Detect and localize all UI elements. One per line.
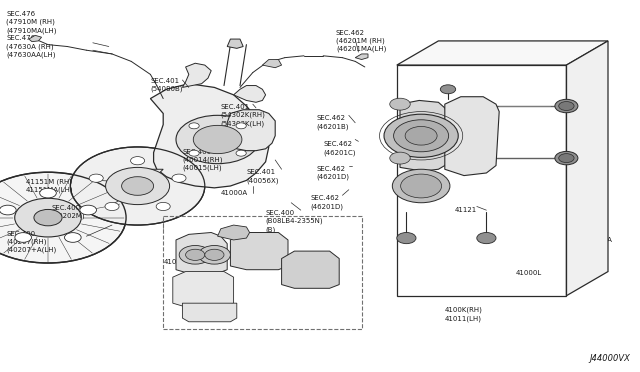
Circle shape	[205, 249, 224, 260]
Text: SEC.401
(40056X): SEC.401 (40056X)	[246, 169, 279, 183]
Circle shape	[105, 202, 119, 211]
Polygon shape	[227, 39, 243, 48]
Circle shape	[176, 115, 259, 164]
Polygon shape	[400, 100, 448, 171]
Circle shape	[179, 246, 211, 264]
Polygon shape	[230, 232, 288, 270]
Polygon shape	[282, 251, 339, 288]
Text: 41121: 41121	[454, 207, 477, 213]
Circle shape	[106, 167, 170, 205]
Text: SEC.462
(46201B): SEC.462 (46201B)	[317, 115, 349, 129]
Polygon shape	[182, 63, 211, 87]
Polygon shape	[173, 272, 234, 307]
Circle shape	[236, 123, 246, 129]
Circle shape	[394, 120, 449, 152]
Text: 41151M (RH)
41151MA(LH): 41151M (RH) 41151MA(LH)	[26, 179, 73, 193]
Circle shape	[65, 232, 81, 242]
Polygon shape	[112, 169, 163, 186]
Text: 41000L: 41000L	[515, 270, 541, 276]
Circle shape	[15, 232, 31, 242]
Text: 41129: 41129	[579, 166, 602, 172]
Circle shape	[15, 198, 81, 237]
Circle shape	[131, 157, 145, 165]
Circle shape	[401, 174, 442, 198]
Text: 41138H
41217+A: 41138H 41217+A	[579, 229, 612, 243]
Circle shape	[172, 174, 186, 182]
Text: 41080K: 41080K	[163, 259, 190, 264]
Circle shape	[390, 152, 410, 164]
Circle shape	[40, 188, 56, 198]
Circle shape	[80, 205, 97, 215]
Text: SEC.400
(40207(RH)
(40207+A(LH): SEC.400 (40207(RH) (40207+A(LH)	[6, 231, 57, 253]
Text: 4100K(RH)
41011(LH): 4100K(RH) 41011(LH)	[445, 307, 483, 322]
Circle shape	[193, 125, 242, 154]
Circle shape	[405, 126, 437, 145]
Circle shape	[70, 147, 205, 225]
Circle shape	[0, 172, 126, 263]
Text: SEC.462
(46201C): SEC.462 (46201C)	[323, 141, 356, 155]
Circle shape	[156, 202, 170, 211]
Text: 41000A: 41000A	[221, 190, 248, 196]
Text: 41138H: 41138H	[579, 57, 607, 62]
Text: SEC.462
(46201D): SEC.462 (46201D)	[310, 195, 344, 209]
Circle shape	[122, 177, 154, 195]
Circle shape	[477, 232, 496, 244]
Polygon shape	[445, 97, 499, 176]
Circle shape	[198, 246, 230, 264]
Polygon shape	[355, 54, 368, 60]
Polygon shape	[176, 232, 227, 273]
Polygon shape	[150, 84, 269, 188]
Polygon shape	[227, 110, 275, 151]
Circle shape	[0, 205, 16, 215]
Circle shape	[390, 98, 410, 110]
Circle shape	[34, 209, 62, 226]
Polygon shape	[29, 35, 42, 42]
Text: SEC.400
(40202M): SEC.400 (40202M)	[51, 205, 85, 219]
Text: J44000VX: J44000VX	[589, 354, 630, 363]
Text: SEC.400
(B08LB4-2355N)
(B): SEC.400 (B08LB4-2355N) (B)	[266, 210, 323, 232]
Circle shape	[555, 99, 578, 113]
Circle shape	[397, 232, 416, 244]
Text: SEC.401
(54302K(RH)
(54303K(LH): SEC.401 (54302K(RH) (54303K(LH)	[221, 104, 266, 126]
Circle shape	[189, 150, 199, 156]
Circle shape	[559, 102, 574, 110]
Text: 43000K: 43000K	[291, 268, 318, 274]
Polygon shape	[234, 86, 266, 102]
Circle shape	[89, 174, 103, 182]
Circle shape	[189, 123, 199, 129]
Text: SEC.400
(40014(RH)
(40015(LH): SEC.400 (40014(RH) (40015(LH)	[182, 149, 223, 171]
Text: SEC.401
(54080B): SEC.401 (54080B)	[150, 78, 183, 92]
Polygon shape	[262, 60, 282, 68]
Circle shape	[186, 249, 205, 260]
Circle shape	[392, 169, 450, 203]
Circle shape	[236, 150, 246, 156]
Bar	[397, 65, 566, 296]
Polygon shape	[182, 303, 237, 322]
Polygon shape	[218, 225, 250, 240]
Circle shape	[440, 85, 456, 94]
Circle shape	[559, 154, 574, 163]
Text: SEC.462
(46201D): SEC.462 (46201D)	[317, 166, 350, 180]
Polygon shape	[397, 41, 608, 65]
Text: 41217: 41217	[579, 81, 602, 87]
Circle shape	[384, 114, 458, 157]
Text: SEC.476
(47910M (RH)
(47910MA(LH)
SEC.476
(47630A (RH)
(47630AA(LH): SEC.476 (47910M (RH) (47910MA(LH) SEC.47…	[6, 11, 57, 58]
Text: 41129: 41129	[579, 107, 602, 113]
Bar	[163, 216, 362, 329]
Circle shape	[555, 151, 578, 165]
Text: SEC.462
(46201M (RH)
(46201MA(LH): SEC.462 (46201M (RH) (46201MA(LH)	[336, 30, 387, 52]
Polygon shape	[566, 41, 608, 296]
